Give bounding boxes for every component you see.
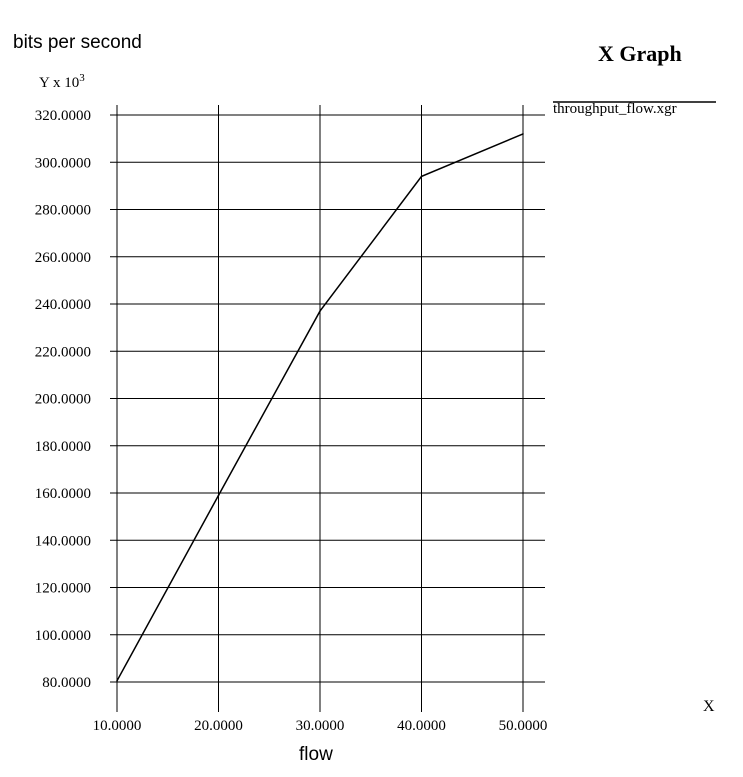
x-axis-label: flow	[299, 744, 333, 765]
y-units-base: Y x 10	[39, 75, 80, 91]
y-tick-label: 240.0000	[35, 297, 91, 313]
y-tick-label: 220.0000	[35, 344, 91, 360]
x-tick-label: 10.0000	[93, 718, 142, 734]
legend-entry-label: throughput_flow.xgr	[553, 101, 677, 117]
y-tick-label: 140.0000	[35, 533, 91, 549]
graph-title: X Graph	[598, 41, 682, 66]
y-tick-label: 280.0000	[35, 203, 91, 219]
y-tick-label: 160.0000	[35, 486, 91, 502]
x-tick-label: 30.0000	[296, 718, 345, 734]
y-tick-label: 180.0000	[35, 439, 91, 455]
data-point	[319, 310, 321, 312]
x-tick-label: 40.0000	[397, 718, 446, 734]
data-point	[420, 175, 423, 178]
y-tick-label: 80.0000	[42, 675, 91, 691]
y-axis-label: bits per second	[13, 32, 142, 53]
y-tick-label: 200.0000	[35, 392, 91, 408]
y-tick-label: 120.0000	[35, 581, 91, 597]
y-tick-label: 100.0000	[35, 628, 91, 644]
y-tick-label: 320.0000	[35, 108, 91, 124]
data-point	[217, 494, 220, 497]
y-tick-label: 260.0000	[35, 250, 91, 266]
data-point	[116, 680, 118, 682]
x-axis-name: X	[703, 698, 715, 715]
data-point	[522, 133, 524, 135]
y-axis-units: Y x 103	[39, 72, 85, 92]
y-tick-label: 300.0000	[35, 155, 91, 171]
y-units-exponent: 3	[79, 72, 85, 84]
x-tick-label: 50.0000	[499, 718, 548, 734]
x-tick-label: 20.0000	[194, 718, 243, 734]
